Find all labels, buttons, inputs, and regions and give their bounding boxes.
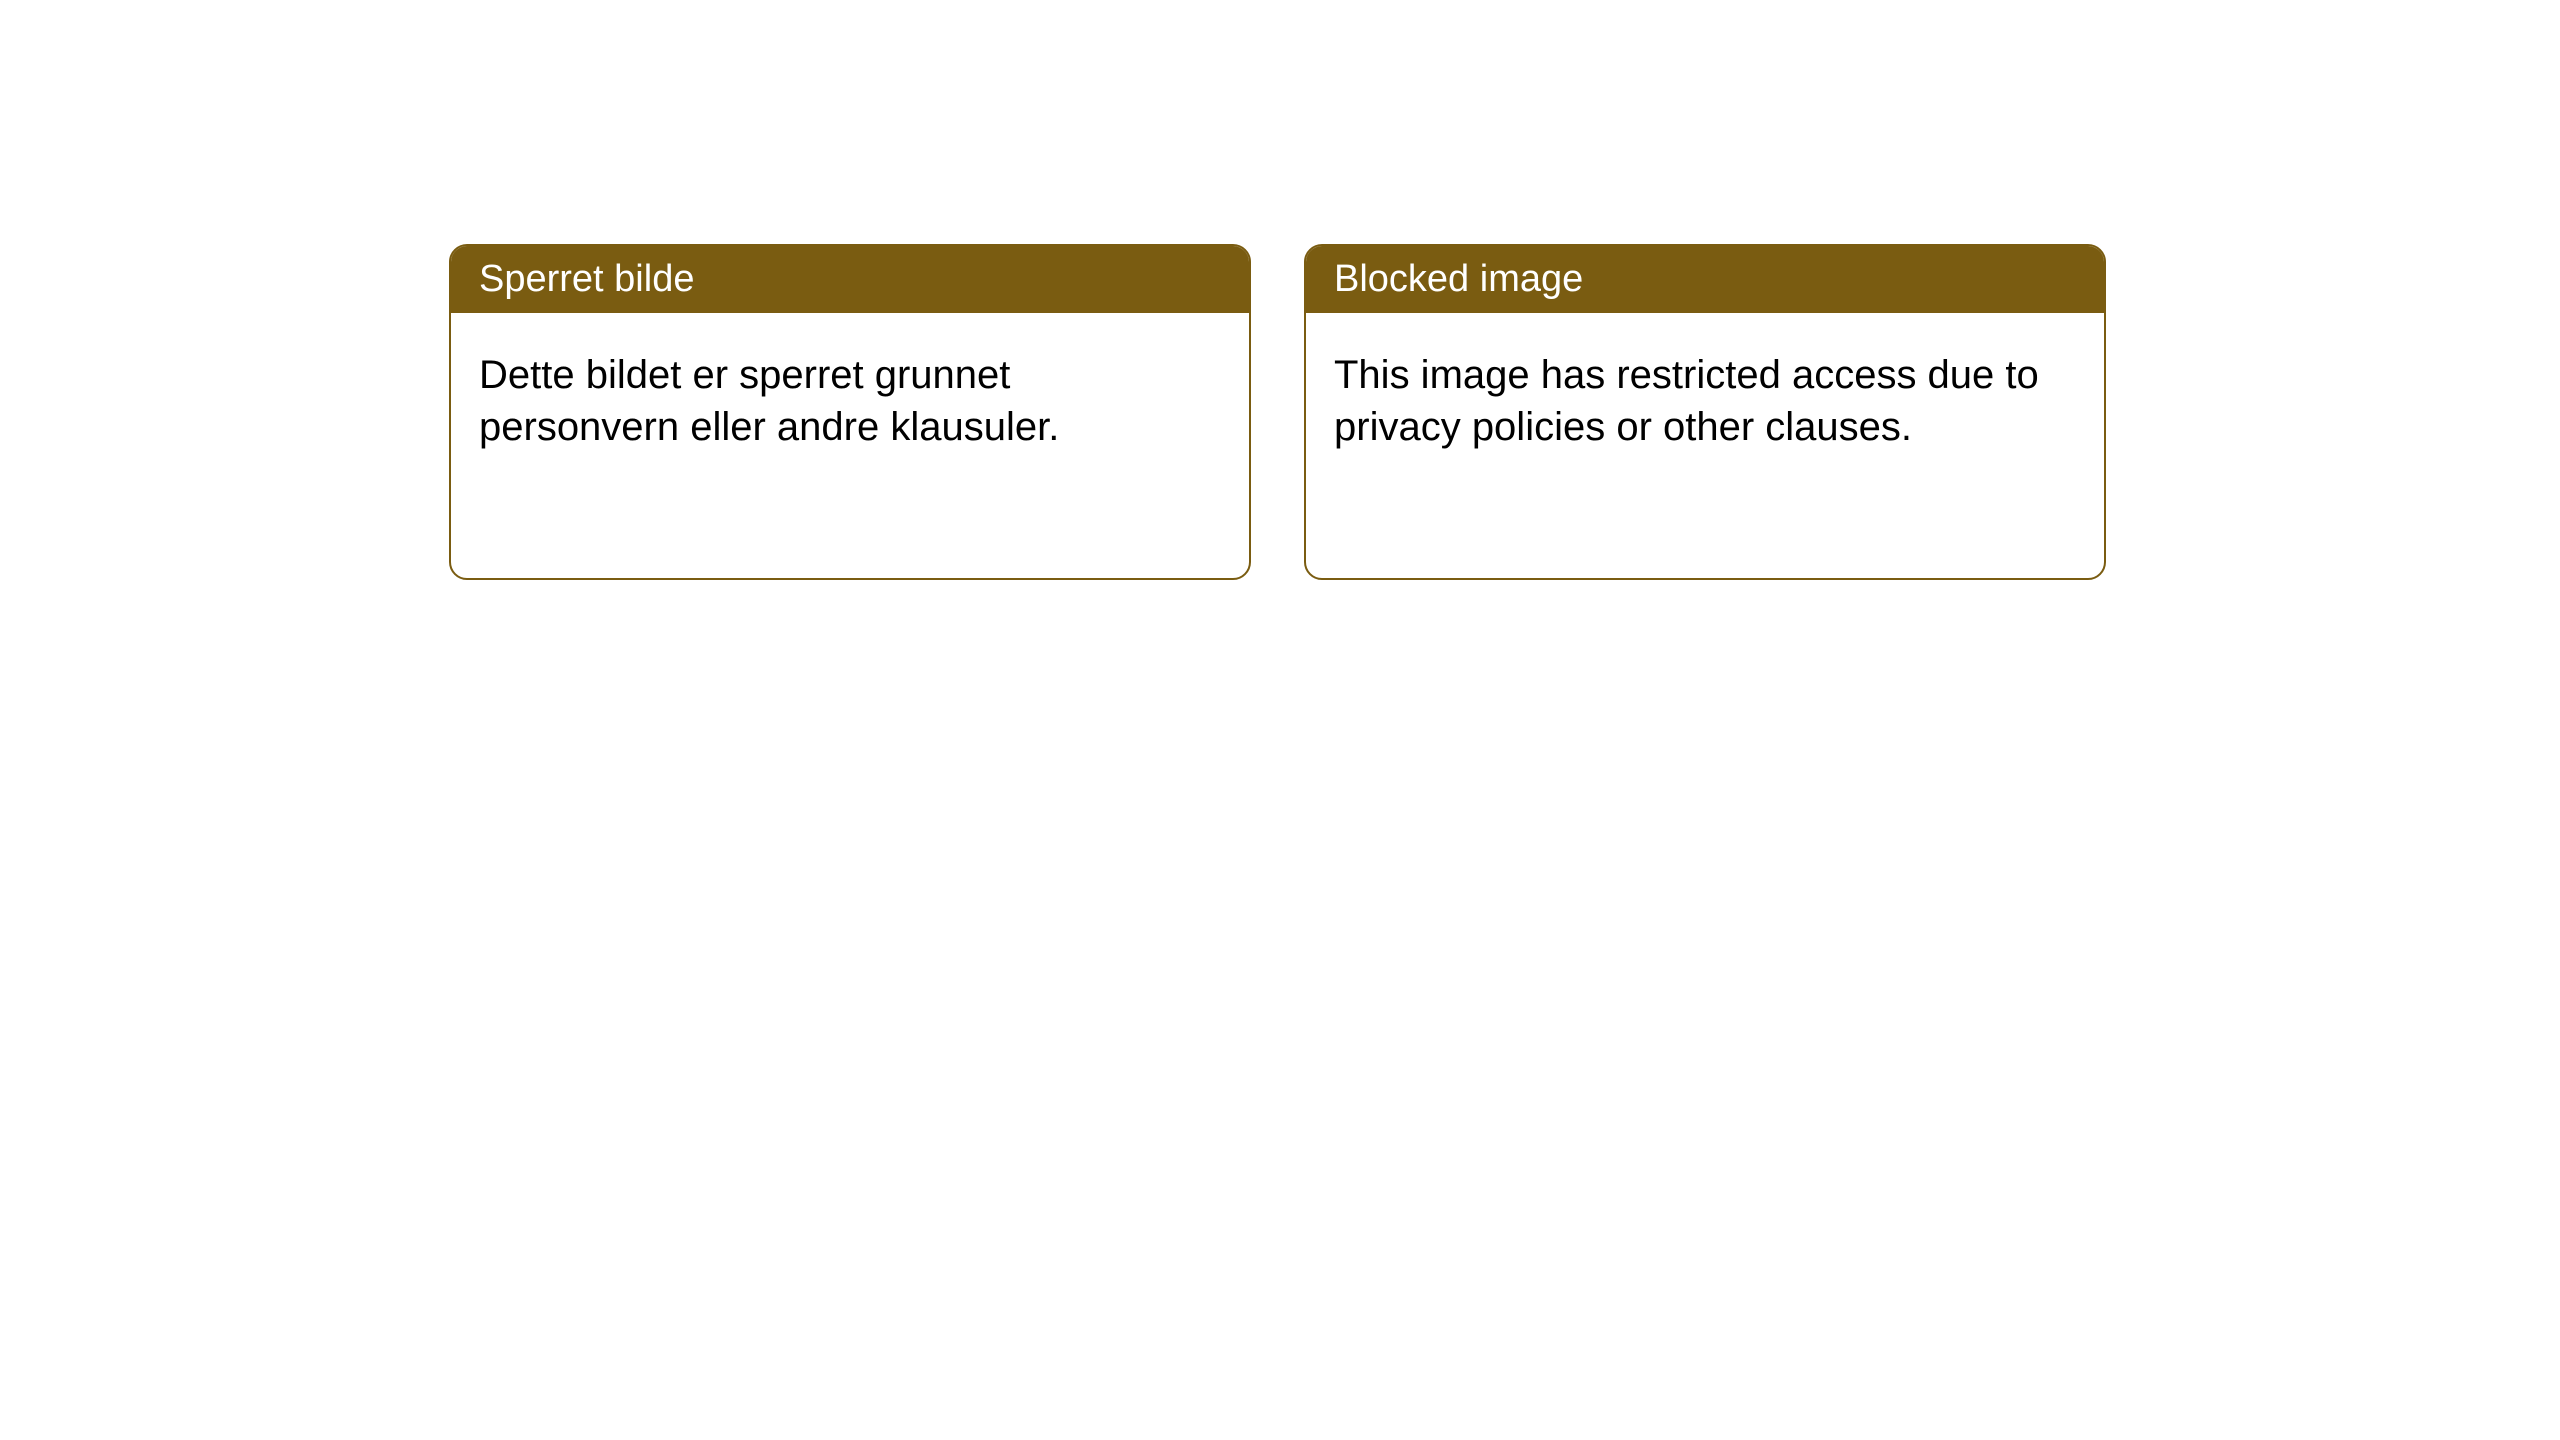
panel-header: Blocked image (1306, 246, 2104, 313)
notice-container: Sperret bilde Dette bildet er sperret gr… (449, 244, 2106, 580)
panel-body: Dette bildet er sperret grunnet personve… (451, 313, 1249, 489)
panel-header-text: Sperret bilde (479, 258, 694, 300)
panel-header-text: Blocked image (1334, 258, 1583, 300)
panel-body-text: This image has restricted access due to … (1334, 353, 2039, 449)
panel-header: Sperret bilde (451, 246, 1249, 313)
panel-body: This image has restricted access due to … (1306, 313, 2104, 489)
blocked-image-panel-no: Sperret bilde Dette bildet er sperret gr… (449, 244, 1251, 580)
blocked-image-panel-en: Blocked image This image has restricted … (1304, 244, 2106, 580)
panel-body-text: Dette bildet er sperret grunnet personve… (479, 353, 1059, 449)
